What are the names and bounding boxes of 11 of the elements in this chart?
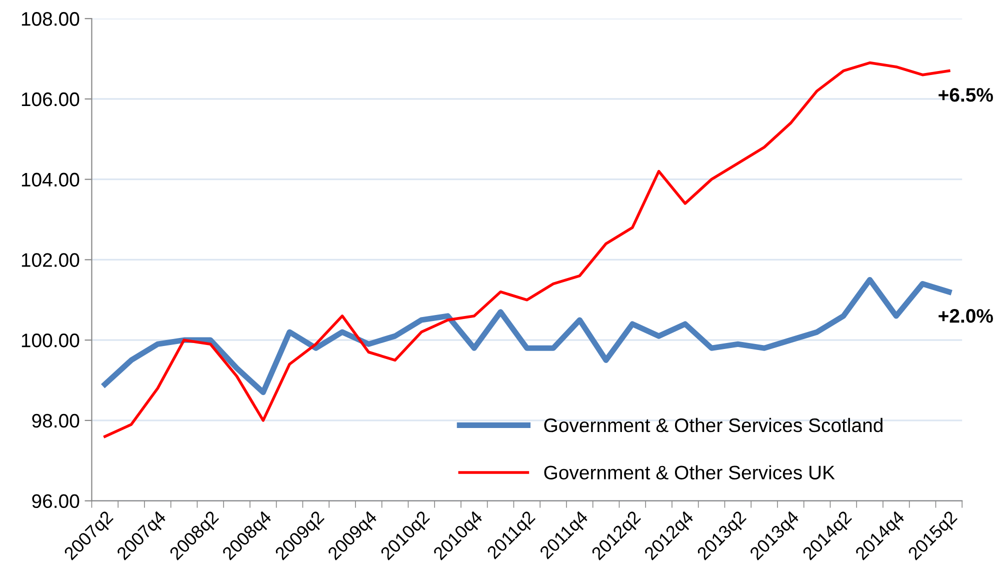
y-tick-label: 100.00 — [22, 334, 80, 348]
y-tick-label: 102.00 — [22, 253, 80, 267]
annotation: +6.5% — [938, 88, 993, 102]
legend-label: Government & Other Services UK — [544, 465, 835, 480]
y-tick-label: 104.00 — [22, 172, 80, 187]
y-tick-label: 98.00 — [32, 414, 80, 428]
legend-label: Government & Other Services Scotland — [544, 418, 882, 432]
y-tick-label: 108.00 — [22, 12, 80, 26]
annotation: +2.0% — [938, 309, 993, 323]
y-tick-label: 96.00 — [32, 494, 80, 508]
y-tick-label: 106.00 — [22, 92, 80, 106]
